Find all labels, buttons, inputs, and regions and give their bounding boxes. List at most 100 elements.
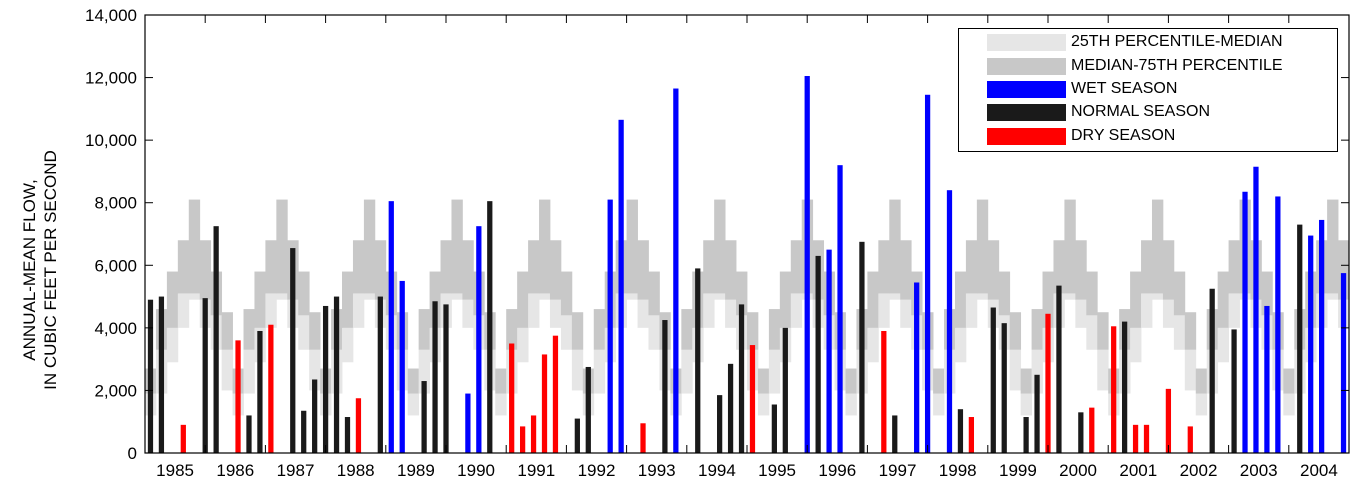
bar bbox=[213, 226, 219, 453]
band-upper bbox=[757, 368, 770, 394]
band-upper bbox=[1261, 271, 1273, 316]
band-upper bbox=[933, 368, 945, 394]
bar bbox=[804, 76, 810, 453]
band-upper bbox=[1042, 271, 1054, 328]
bar bbox=[552, 335, 559, 453]
y-axis-label-line-1: ANNUAL-MEAN FLOW, bbox=[20, 179, 39, 361]
band-upper bbox=[1162, 240, 1175, 300]
band-lower bbox=[1173, 315, 1186, 350]
bar bbox=[421, 381, 427, 453]
y-tick-label: 6,000 bbox=[94, 256, 137, 275]
x-tick-label: 1999 bbox=[999, 461, 1037, 480]
bar bbox=[1340, 273, 1347, 453]
band-lower bbox=[933, 393, 945, 416]
band-upper bbox=[1053, 240, 1065, 294]
bar bbox=[771, 404, 777, 453]
band-upper bbox=[166, 271, 179, 328]
band-upper bbox=[440, 240, 452, 294]
band-lower bbox=[626, 293, 638, 300]
bar bbox=[377, 296, 383, 453]
band-upper bbox=[845, 368, 857, 394]
band-upper bbox=[374, 240, 387, 300]
legend-item-normal: NORMAL SEASON bbox=[959, 102, 1210, 122]
band-lower bbox=[1031, 349, 1043, 394]
band-upper bbox=[626, 199, 638, 294]
band-lower bbox=[363, 293, 376, 300]
x-tick-label: 1991 bbox=[517, 461, 555, 480]
bar bbox=[1242, 191, 1248, 453]
band-lower bbox=[560, 315, 573, 350]
bar bbox=[585, 366, 591, 453]
bar bbox=[1231, 329, 1237, 453]
band-lower bbox=[714, 293, 726, 300]
band-lower bbox=[1184, 349, 1197, 391]
bar bbox=[322, 305, 329, 453]
legend-item-band-upper: MEDIAN-75TH PERCENTILE bbox=[959, 56, 1283, 76]
legend-label-wet: WET SEASON bbox=[1071, 80, 1178, 97]
band-upper bbox=[407, 368, 420, 394]
band-upper bbox=[768, 309, 781, 350]
band-upper bbox=[878, 240, 890, 294]
band-upper bbox=[418, 309, 430, 350]
bar bbox=[180, 424, 186, 453]
bar bbox=[924, 94, 931, 454]
bar bbox=[541, 354, 548, 453]
band-upper bbox=[254, 271, 266, 328]
x-tick-label: 1992 bbox=[578, 461, 616, 480]
x-tick-label: 1997 bbox=[879, 461, 917, 480]
band-upper bbox=[1031, 309, 1043, 350]
band-upper bbox=[593, 309, 606, 350]
bar bbox=[1023, 417, 1029, 453]
x-tick-label: 1995 bbox=[758, 461, 796, 480]
bar bbox=[749, 345, 756, 453]
bar bbox=[202, 298, 208, 453]
bar bbox=[1045, 313, 1051, 453]
band-upper bbox=[779, 271, 792, 328]
x-tick-label: 1988 bbox=[337, 461, 375, 480]
bar bbox=[1308, 235, 1314, 453]
bar bbox=[1132, 424, 1139, 453]
band-lower bbox=[309, 349, 321, 391]
band-upper bbox=[1184, 312, 1197, 350]
x-tick-label: 1993 bbox=[638, 461, 676, 480]
bar bbox=[968, 417, 975, 453]
bar bbox=[388, 201, 394, 453]
bar bbox=[355, 398, 362, 453]
bar bbox=[301, 410, 307, 453]
band-lower bbox=[571, 349, 584, 391]
band-upper bbox=[571, 312, 584, 350]
bar bbox=[1297, 224, 1303, 453]
bar bbox=[487, 201, 493, 453]
legend-label-band-upper: MEDIAN-75TH PERCENTILE bbox=[1071, 57, 1283, 74]
bar bbox=[235, 340, 241, 453]
band-upper bbox=[1151, 199, 1164, 294]
x-tick-label: 1986 bbox=[216, 461, 254, 480]
band-lower bbox=[243, 349, 255, 394]
band-lower bbox=[1130, 327, 1142, 363]
band-lower bbox=[495, 393, 507, 416]
band-lower bbox=[757, 393, 770, 416]
bar bbox=[1253, 166, 1259, 453]
band-lower bbox=[298, 315, 310, 350]
band-upper bbox=[637, 240, 649, 300]
legend-label-band-lower: 25TH PERCENTILE-MEDIAN bbox=[1071, 33, 1283, 50]
bar bbox=[662, 320, 668, 453]
band-upper bbox=[517, 271, 529, 328]
band-upper bbox=[900, 240, 912, 300]
band-upper bbox=[298, 271, 310, 316]
legend-swatch-dry bbox=[987, 127, 1066, 145]
x-tick-label: 1985 bbox=[156, 461, 194, 480]
legend-swatch-band-upper bbox=[987, 57, 1066, 75]
band-upper bbox=[703, 240, 715, 294]
bar bbox=[268, 324, 274, 453]
band-upper bbox=[276, 199, 288, 294]
y-tick-label: 2,000 bbox=[94, 381, 137, 400]
band-upper bbox=[1075, 240, 1087, 300]
band-lower bbox=[637, 299, 649, 328]
band-upper bbox=[790, 240, 803, 294]
x-tick-label: 1996 bbox=[818, 461, 856, 480]
bar bbox=[344, 417, 351, 453]
bar bbox=[1209, 288, 1215, 453]
